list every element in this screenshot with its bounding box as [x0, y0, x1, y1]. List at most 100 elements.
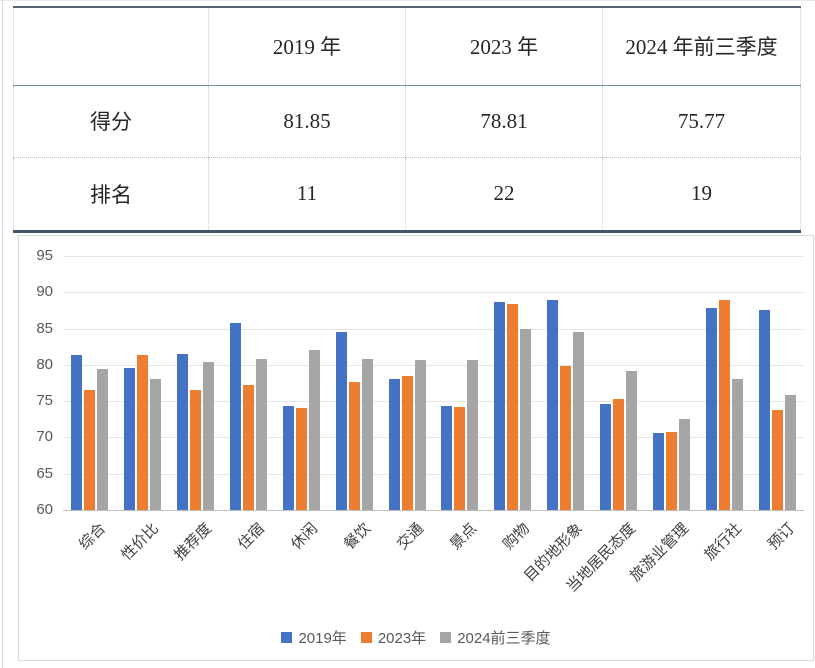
- rank-2023: 22: [405, 157, 603, 233]
- gridline: [63, 328, 804, 330]
- legend-swatch: [281, 632, 293, 643]
- bar: [83, 389, 95, 510]
- bar: [772, 409, 784, 510]
- gridline: [63, 473, 804, 475]
- bar: [401, 376, 413, 510]
- grouped-bar-chart: 60 65 70 75 80 85 90 95 综合 性价比 推荐度 住宿 休闲 餐饮 交通 景点 购物 目的地形…: [18, 235, 814, 661]
- x-category-label: 购物: [499, 520, 533, 554]
- legend-item: 2023年: [360, 627, 426, 648]
- gridline: [63, 364, 804, 366]
- x-category-label: 休闲: [287, 520, 322, 554]
- x-category-label: 当地居民态度: [563, 520, 639, 596]
- table-row-score: 得分 81.85 78.81 75.77: [13, 85, 801, 158]
- bar: [295, 407, 307, 510]
- bar: [388, 379, 400, 510]
- bar: [348, 382, 360, 510]
- bar-group: [759, 256, 797, 510]
- legend-swatch: [440, 632, 452, 643]
- bar-group: [335, 256, 373, 510]
- x-category-label: 综合: [76, 520, 110, 554]
- x-category-label: 餐饮: [340, 520, 375, 554]
- bar: [613, 398, 625, 510]
- bar: [706, 308, 718, 510]
- table-header-2019: 2019 年: [208, 6, 406, 86]
- bar: [414, 359, 426, 510]
- y-tick-label: 60: [36, 501, 53, 518]
- bar: [759, 309, 771, 510]
- legend-swatch: [360, 632, 372, 643]
- bar: [494, 302, 506, 510]
- y-tick-label: 80: [36, 355, 53, 373]
- table-header-2024q3: 2024 年前三季度: [602, 6, 801, 86]
- table-header-empty: [13, 6, 209, 86]
- row-label-score: 得分: [13, 85, 209, 158]
- x-category-label: 预订: [764, 520, 798, 554]
- score-2023: 78.81: [405, 85, 603, 158]
- bar-group: [600, 256, 638, 510]
- x-category-label: 景点: [446, 520, 480, 554]
- x-category-label: 住宿: [235, 520, 269, 554]
- rank-2019: 11: [208, 157, 406, 233]
- bar-group: [706, 256, 744, 510]
- bar: [732, 379, 744, 510]
- bar-group: [282, 256, 320, 510]
- bar: [626, 370, 638, 510]
- bar: [507, 303, 519, 510]
- gridline: [63, 437, 804, 439]
- bar: [202, 361, 214, 510]
- bar: [666, 431, 678, 510]
- bar-group: [70, 256, 108, 510]
- bar: [308, 350, 320, 510]
- legend-label: 2024前三季度: [457, 630, 551, 647]
- bar: [547, 299, 559, 510]
- table-header-2023: 2023 年: [405, 6, 603, 86]
- bar: [679, 418, 691, 510]
- bar: [242, 385, 254, 510]
- bar: [467, 359, 479, 510]
- bar-group: [229, 256, 267, 510]
- score-2024q3: 75.77: [602, 85, 801, 158]
- bar: [441, 406, 453, 510]
- bar: [785, 395, 797, 510]
- bar: [70, 355, 82, 510]
- bar: [149, 379, 161, 510]
- bar: [255, 359, 267, 510]
- x-axis-line: [63, 510, 804, 511]
- x-category-label: 旅行社: [700, 520, 745, 564]
- legend-item: 2024前三季度: [440, 627, 551, 648]
- bar: [520, 328, 532, 510]
- table-header-row: 2019 年 2023 年 2024 年前三季度: [13, 6, 801, 86]
- x-category-label: 推荐度: [171, 520, 216, 564]
- bar-group: [547, 256, 585, 510]
- bar: [123, 367, 135, 510]
- bar-group: [494, 256, 532, 510]
- x-category-label: 性价比: [118, 520, 163, 564]
- chart-legend: 2019年 2023年 2024前三季度: [19, 627, 813, 648]
- bar: [176, 353, 188, 510]
- bar-group: [176, 256, 214, 510]
- page-left-border: [2, 0, 3, 668]
- y-tick-label: 70: [36, 428, 53, 446]
- y-tick-label: 95: [36, 247, 53, 264]
- score-2019: 81.85: [208, 85, 406, 158]
- score-rank-table: 2019 年 2023 年 2024 年前三季度 得分 81.85 78.81 …: [13, 6, 801, 233]
- bar: [719, 299, 731, 510]
- bar: [282, 405, 294, 510]
- bar: [573, 332, 585, 510]
- legend-label: 2019年: [298, 630, 347, 647]
- bar: [229, 322, 241, 510]
- bar: [560, 366, 572, 510]
- bar: [189, 389, 201, 510]
- bar-group: [441, 256, 479, 510]
- row-label-rank: 排名: [13, 157, 209, 233]
- bar-group: [388, 256, 426, 510]
- gridline: [63, 256, 804, 257]
- bar-group: [653, 256, 691, 510]
- bar: [653, 433, 665, 510]
- x-category-label: 目的地形象: [520, 520, 586, 586]
- page-top-border: [0, 0, 815, 1]
- bar: [454, 406, 466, 510]
- bar: [335, 332, 347, 510]
- gridline: [63, 292, 804, 294]
